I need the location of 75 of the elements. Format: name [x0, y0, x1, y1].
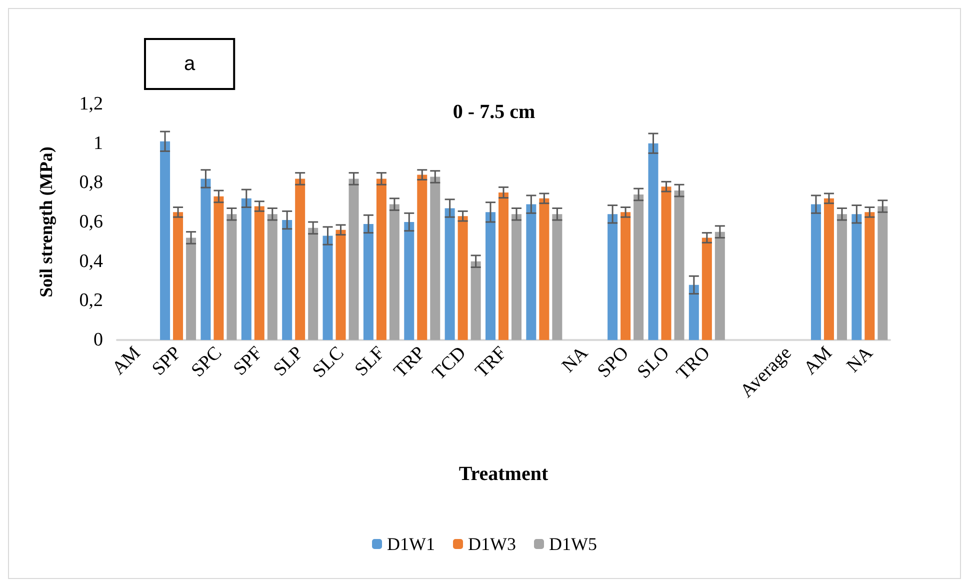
- bar: [458, 216, 468, 340]
- x-tick-label: SPO: [594, 342, 633, 382]
- bar: [688, 284, 699, 340]
- bar: [608, 214, 618, 340]
- bar: [498, 192, 508, 340]
- bar: [824, 198, 834, 340]
- x-tick-label: SLF: [350, 342, 389, 381]
- legend-label: D1W5: [548, 534, 597, 554]
- x-tick-label: SPP: [148, 342, 186, 380]
- bar: [389, 204, 400, 340]
- bar: [363, 224, 374, 340]
- y-tick-label: 0: [94, 330, 103, 350]
- legend-label: D1W3: [468, 534, 516, 554]
- bar: [486, 212, 496, 340]
- bar: [282, 220, 292, 340]
- legend-label: D1W1: [387, 534, 436, 554]
- bar: [376, 178, 386, 340]
- bar: [836, 214, 847, 340]
- x-tick-label: TRP: [390, 342, 430, 382]
- x-tick-label: AM: [800, 342, 836, 380]
- bar: [661, 186, 672, 340]
- bar: [430, 176, 440, 340]
- bar: [512, 214, 522, 340]
- bar: [539, 198, 550, 340]
- chart-title: 0 - 7.5 cm: [452, 101, 536, 123]
- y-tick-label: 0,8: [79, 172, 103, 194]
- bar: [160, 141, 170, 340]
- bar: [295, 178, 306, 340]
- bar: [620, 212, 631, 340]
- bar: [878, 206, 888, 340]
- bar: [702, 238, 712, 340]
- bar: [810, 204, 821, 340]
- bar: [348, 178, 359, 340]
- bar: [200, 178, 211, 340]
- x-tick-label: TCD: [428, 342, 470, 384]
- bar: [336, 230, 346, 340]
- bar: [552, 214, 562, 340]
- bar: [674, 190, 684, 340]
- bar: [634, 194, 644, 340]
- bar: [648, 143, 658, 340]
- bar: [322, 236, 333, 340]
- x-tick-label: NA: [558, 342, 592, 377]
- bar: [226, 214, 237, 340]
- bar: [186, 238, 196, 340]
- y-tick-label: 0,4: [79, 250, 104, 272]
- bar: [404, 222, 414, 340]
- bar: [308, 228, 318, 340]
- x-tick-label: SLC: [308, 342, 348, 382]
- bar: [214, 196, 224, 340]
- bar: [470, 261, 481, 340]
- y-tick-label: 0,2: [79, 290, 103, 312]
- bar: [254, 206, 264, 340]
- text: a: [184, 53, 196, 75]
- bar: [241, 198, 252, 340]
- bar: [864, 212, 875, 340]
- y-tick-label: 1,2: [79, 94, 103, 114]
- bar: [417, 174, 428, 340]
- x-tick-label: SPF: [230, 342, 267, 380]
- x-tick-label: SLO: [633, 342, 674, 383]
- x-tick-label: SPC: [187, 342, 226, 382]
- x-tick-label: SLP: [270, 342, 308, 381]
- x-tick-label: NA: [842, 342, 878, 377]
- bar: [852, 214, 862, 340]
- bar: [173, 212, 184, 340]
- x-tick-label: TRO: [672, 342, 714, 384]
- y-axis-title: Soil strength (MPa): [36, 146, 56, 298]
- bar: [526, 204, 536, 340]
- x-axis-title: Treatment: [458, 463, 548, 485]
- x-tick-label: TRF: [471, 342, 511, 382]
- x-tick-label: AM: [108, 342, 145, 380]
- bar: [267, 214, 278, 340]
- y-tick-label: 0,6: [79, 212, 103, 232]
- bar: [444, 208, 455, 340]
- y-tick-label: 1: [94, 132, 103, 154]
- bar: [714, 232, 725, 340]
